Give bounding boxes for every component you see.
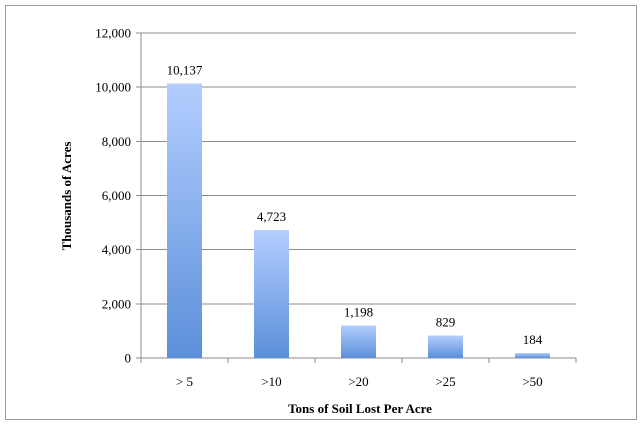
x-axis-title: Tons of Soil Lost Per Acre xyxy=(288,401,432,416)
data-label: 829 xyxy=(436,315,456,330)
bars xyxy=(167,83,550,359)
x-tick-labels: > 5 >10 >20 >25 >50 xyxy=(176,374,543,389)
data-label: 10,137 xyxy=(167,62,203,77)
bar xyxy=(341,325,376,358)
y-tick-label: 6,000 xyxy=(102,188,131,203)
gridlines xyxy=(136,32,577,363)
y-tick-label: 4,000 xyxy=(102,242,131,257)
y-tick-label: 10,000 xyxy=(95,80,131,95)
chart-frame xyxy=(5,5,637,420)
y-tick-label: 0 xyxy=(125,351,132,366)
bar xyxy=(254,230,289,358)
x-tick-label: >25 xyxy=(435,374,455,389)
y-axis-title: Thousands of Acres xyxy=(59,142,74,251)
x-tick-label: >10 xyxy=(261,374,281,389)
y-tick-label: 2,000 xyxy=(102,296,131,311)
x-tick-label: > 5 xyxy=(176,374,193,389)
data-label: 184 xyxy=(523,332,543,347)
y-tick-label: 12,000 xyxy=(95,26,131,41)
bar xyxy=(515,353,550,358)
bar xyxy=(167,83,202,359)
data-label: 4,723 xyxy=(257,209,286,224)
bar xyxy=(428,335,463,358)
data-labels: 10,137 4,723 1,198 829 184 xyxy=(167,62,543,347)
y-tick-label: 8,000 xyxy=(102,134,131,149)
y-tick-labels: 0 2,000 4,000 6,000 8,000 10,000 12,000 xyxy=(95,26,131,366)
x-tick-label: >50 xyxy=(522,374,542,389)
x-tick-label: >20 xyxy=(348,374,368,389)
data-label: 1,198 xyxy=(344,305,373,320)
